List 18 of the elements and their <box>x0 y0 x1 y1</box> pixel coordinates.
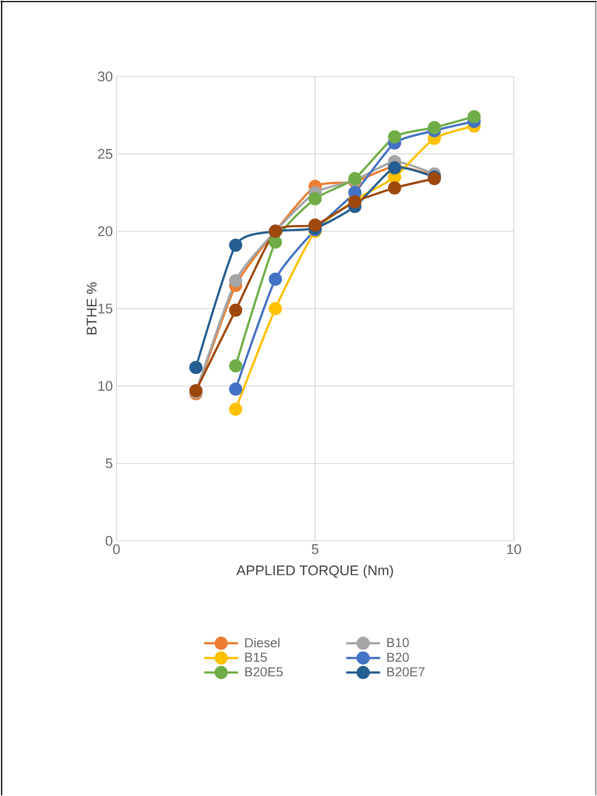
legend-label: B15 <box>245 652 267 662</box>
y-tick-label: 0 <box>106 536 112 546</box>
y-tick-label: 15 <box>98 304 112 314</box>
y-tick-label: 5 <box>106 458 112 468</box>
legend-label: B20E5 <box>245 667 282 676</box>
legend-label: Diesel <box>245 638 280 648</box>
x-tick-label: 5 <box>312 544 318 554</box>
y-tick-label: 30 <box>98 72 112 82</box>
legend-label: B20 <box>387 652 409 662</box>
x-tick-label: 10 <box>506 544 521 554</box>
y-tick-label: 20 <box>98 226 112 236</box>
y-tick-label: 25 <box>98 148 112 159</box>
y-axis-title: BTHE % <box>86 282 96 334</box>
legend-label: B20E7 <box>387 667 424 676</box>
y-tick-label: 10 <box>98 381 112 391</box>
legend-label: B10 <box>387 638 409 648</box>
x-tick-label: 0 <box>112 544 120 554</box>
x-axis-title: APPLIED TORQUE (Nm) <box>236 565 393 578</box>
